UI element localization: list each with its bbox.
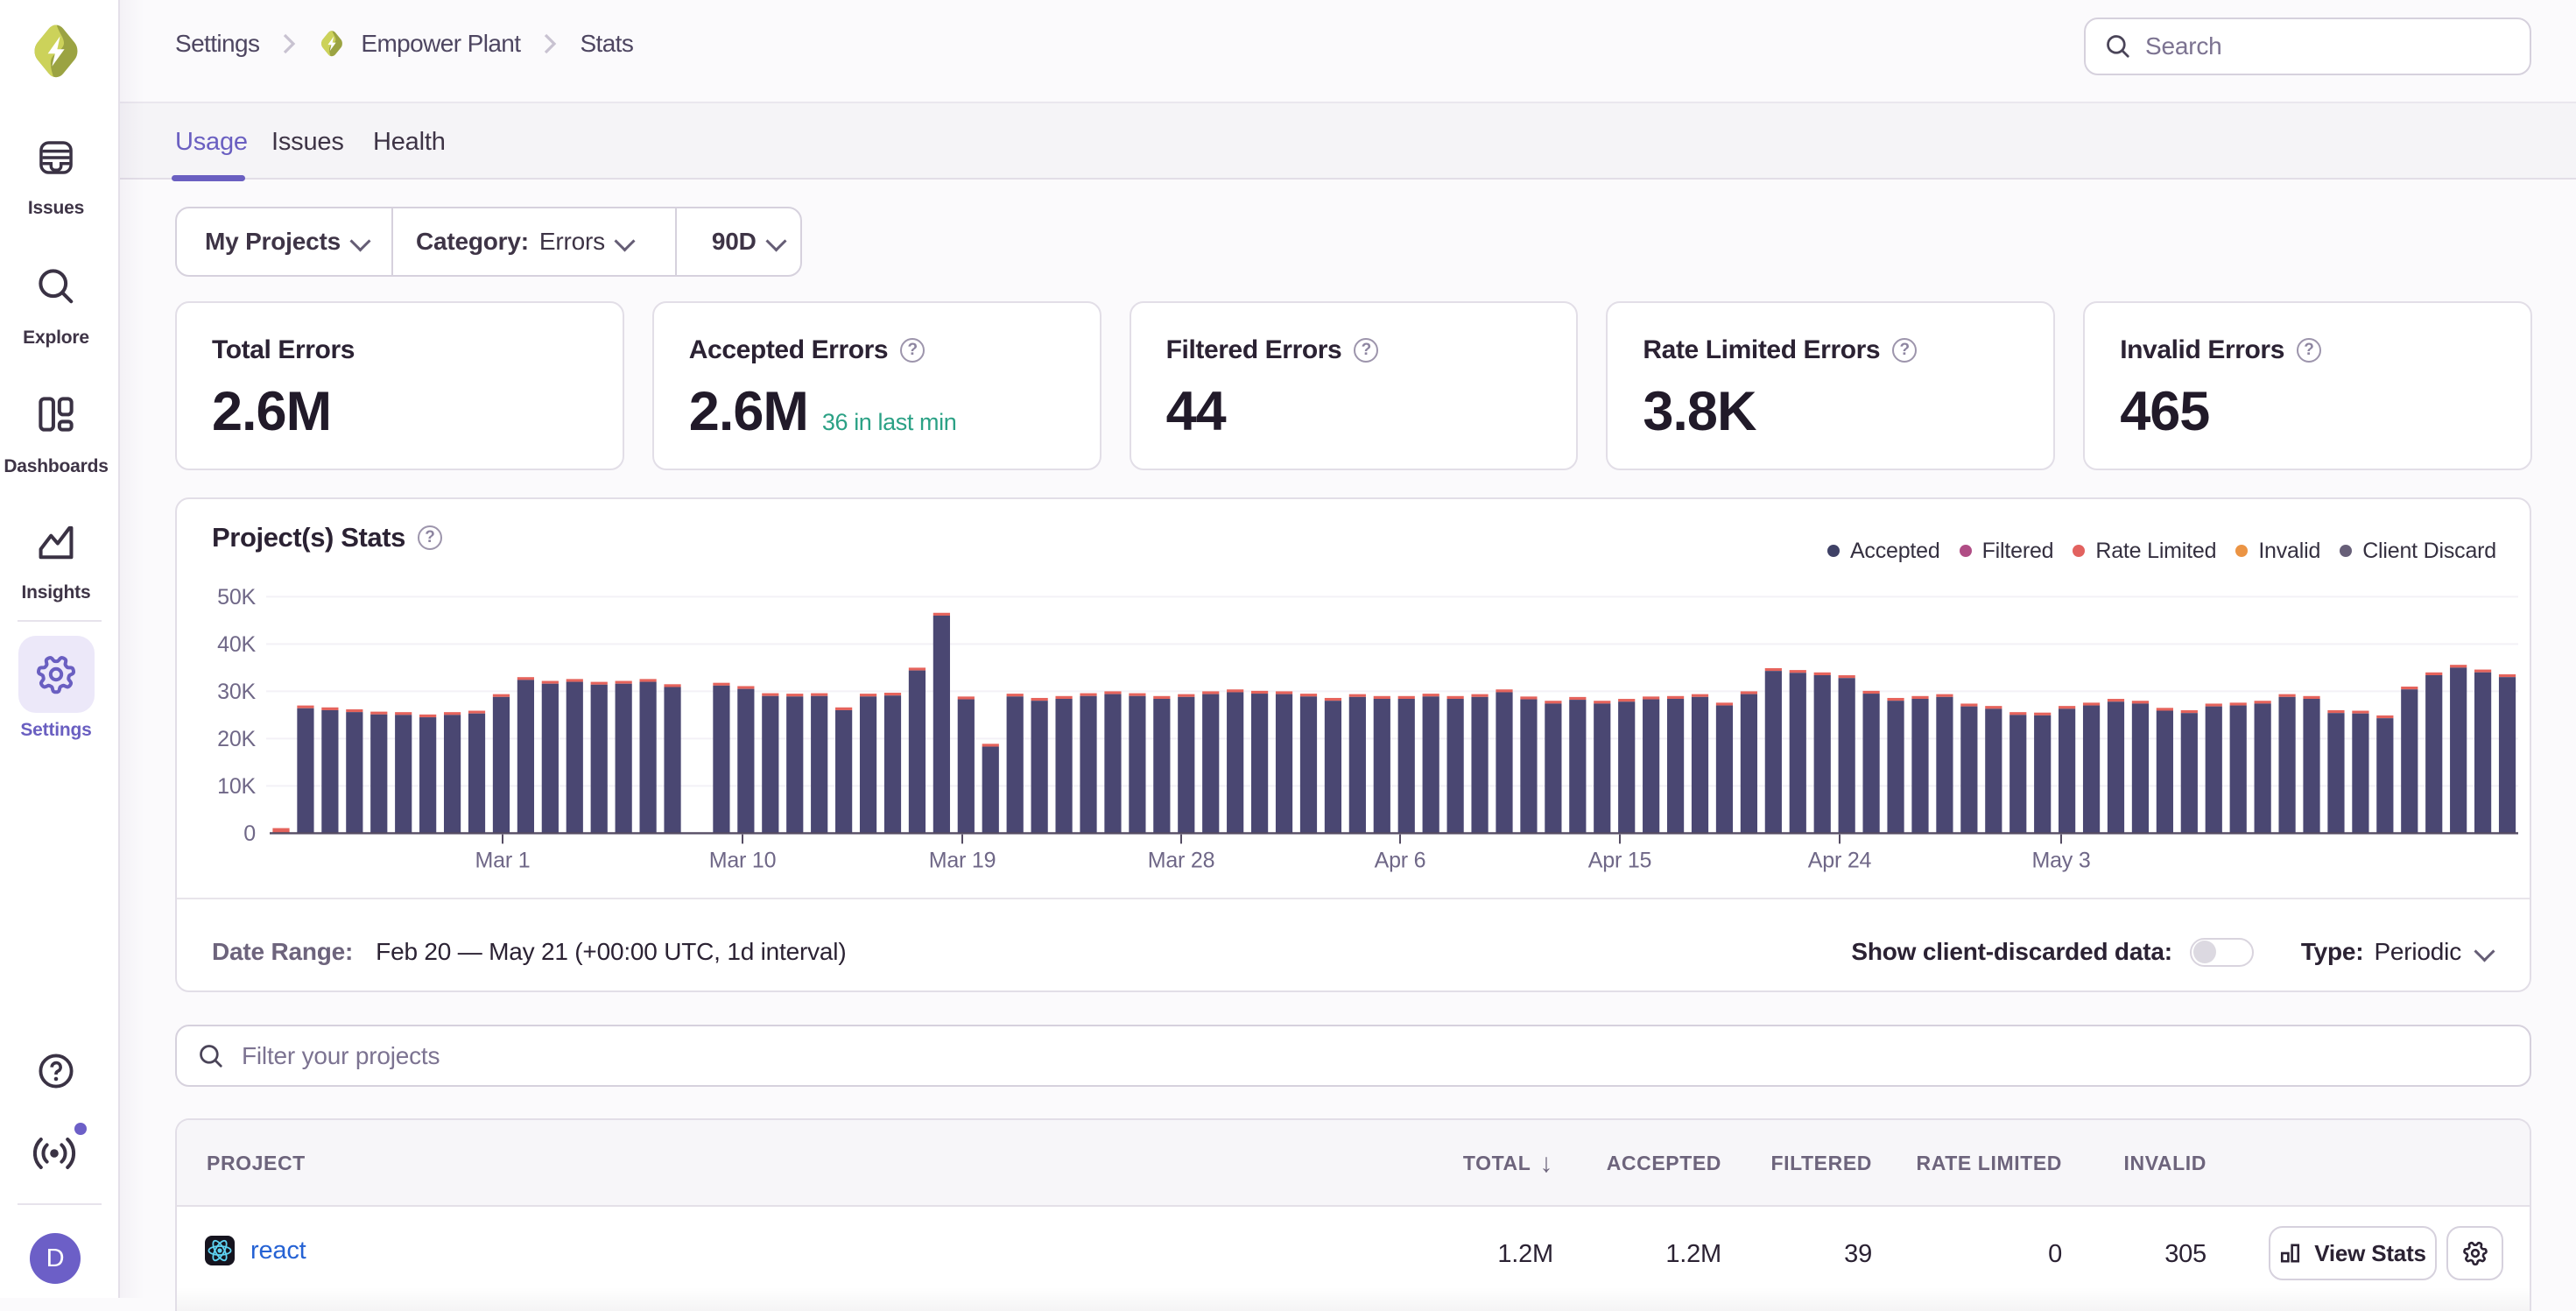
svg-text:Apr 15: Apr 15 [1588, 848, 1651, 872]
svg-text:20K: 20K [217, 727, 256, 751]
svg-text:May 3: May 3 [2031, 848, 2090, 872]
svg-text:50K: 50K [217, 585, 256, 610]
svg-text:Mar 19: Mar 19 [929, 848, 996, 872]
svg-text:Apr 24: Apr 24 [1808, 848, 1872, 872]
svg-text:Apr 6: Apr 6 [1375, 848, 1426, 872]
svg-text:Mar 10: Mar 10 [709, 848, 777, 872]
svg-text:30K: 30K [217, 680, 256, 704]
svg-text:0: 0 [243, 821, 256, 846]
svg-text:Mar 1: Mar 1 [475, 848, 531, 872]
svg-text:40K: 40K [217, 632, 256, 657]
svg-text:10K: 10K [217, 774, 256, 799]
svg-text:Mar 28: Mar 28 [1148, 848, 1215, 872]
